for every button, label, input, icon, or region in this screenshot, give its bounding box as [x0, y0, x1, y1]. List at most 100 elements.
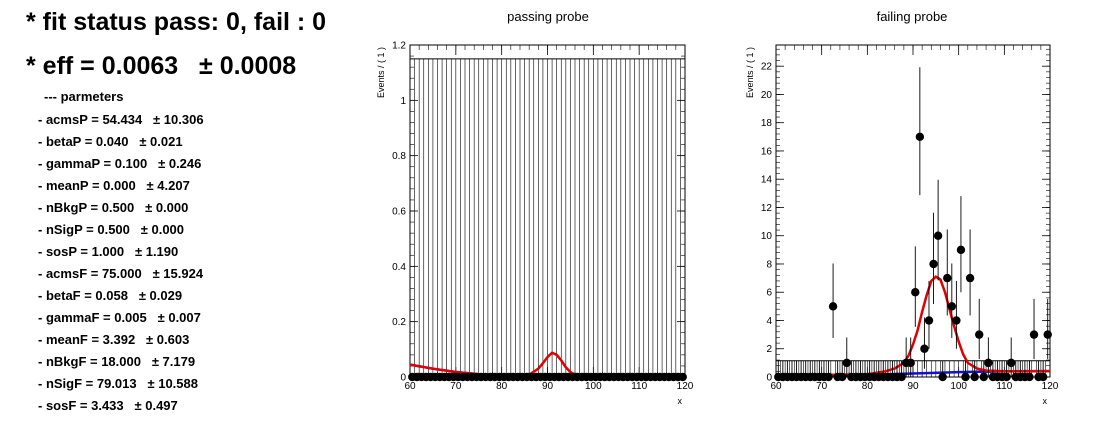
- y-tick-label: 0: [400, 373, 406, 384]
- parameter-error: ± 0.021: [139, 134, 183, 149]
- fit-summary-panel: * fit status pass: 0, fail : 0 * eff = 0…: [0, 0, 372, 422]
- y-tick-label: 8: [766, 259, 772, 270]
- parameter-row: - meanF = 3.392 ± 0.603: [38, 332, 189, 347]
- y-tick-label: 0.6: [392, 207, 406, 218]
- x-tick-label: 80: [862, 381, 874, 392]
- parameter-row: - gammaF = 0.005 ± 0.007: [38, 310, 201, 325]
- parameter-value: - gammaF = 0.005: [38, 310, 147, 325]
- data-point: [911, 246, 920, 327]
- parameter-value: - nBkgP = 0.500: [38, 200, 135, 215]
- data-point: [984, 337, 993, 377]
- parameter-error: ± 15.924: [152, 266, 204, 281]
- y-axis-label: Events / ( 1 ): [376, 47, 386, 98]
- x-tick-label: 80: [496, 381, 508, 392]
- data-point: [970, 360, 979, 382]
- data-point: [906, 337, 915, 377]
- parameter-row: - acmsP = 54.434 ± 10.306: [38, 112, 204, 127]
- x-tick-label: 60: [770, 381, 782, 392]
- data-point: [947, 263, 957, 338]
- data-point: [1043, 298, 1052, 360]
- x-tick-label: 90: [542, 381, 554, 392]
- x-tick-label: 120: [677, 381, 694, 392]
- x-tick-label: 90: [907, 381, 919, 392]
- data-point: [979, 360, 988, 382]
- parameter-row: - betaF = 0.058 ± 0.029: [38, 288, 182, 303]
- parameter-value: - gammaP = 0.100: [38, 156, 148, 171]
- parameter-error: ± 7.179: [151, 354, 196, 369]
- parameter-value: - meanP = 0.000: [38, 178, 136, 193]
- data-point: [920, 317, 929, 369]
- parameter-value: - betaP = 0.040: [38, 134, 129, 149]
- data-point: [961, 360, 970, 382]
- x-tick-label: 70: [816, 381, 828, 392]
- parameters-header: --- parmeters: [44, 89, 124, 104]
- parameter-row: - sosF = 3.433 ± 0.497: [38, 398, 178, 413]
- y-axis-label: Events / ( 1 ): [745, 47, 755, 98]
- y-tick-label: 20: [761, 90, 773, 101]
- parameter-error: ± 0.000: [145, 200, 189, 215]
- parameter-error: ± 0.000: [140, 222, 185, 237]
- data-point: [1006, 337, 1016, 377]
- data-point: [1002, 360, 1011, 382]
- y-tick-label: 4: [766, 316, 772, 327]
- parameter-row: - acmsF = 75.000 ± 15.924: [38, 266, 203, 281]
- data-point: [929, 212, 938, 304]
- efficiency-value: * eff = 0.0063: [26, 52, 179, 80]
- data-point: [965, 229, 975, 316]
- parameter-error: ± 10.588: [147, 376, 198, 391]
- passing-probe-plot: passing probe 0 0.2 0.4 0.6 0.8 1 1.2 60 70 80 90 10…: [376, 9, 694, 406]
- data-point: [842, 337, 851, 377]
- failing-probe-plot: failing probe 0 2 4 6 8 10 12 14 16 18 20 22 60 70 80 90…: [745, 9, 1059, 406]
- y-tick-label: 18: [761, 118, 773, 129]
- plot-title: passing probe: [507, 9, 589, 24]
- parameter-row: - meanP = 0.000 ± 4.207: [38, 178, 190, 193]
- y-tick-label: 12: [761, 203, 773, 214]
- y-tick-label: 0.2: [392, 317, 406, 328]
- plot-frame: [775, 44, 1051, 378]
- data-point: [938, 360, 947, 382]
- parameter-error: ± 0.603: [146, 332, 190, 347]
- parameter-error: ± 1.190: [134, 244, 179, 259]
- x-tick-label: 100: [950, 381, 967, 392]
- parameter-row: - nSigF = 79.013 ± 10.588: [38, 376, 198, 391]
- parameter-value: - meanF = 3.392: [38, 332, 136, 347]
- data-point: [956, 196, 966, 293]
- parameter-row: - betaP = 0.040 ± 0.021: [38, 134, 183, 149]
- data-point: [838, 360, 847, 382]
- y-tick-label: 2: [766, 344, 772, 355]
- x-tick-label: 100: [585, 381, 602, 392]
- y-tick-label: 0: [766, 373, 772, 384]
- parameter-row: - nBkgF = 18.000 ± 7.179: [38, 354, 195, 369]
- data-point: [901, 337, 911, 377]
- parameter-value: - nSigF = 79.013: [38, 376, 137, 391]
- x-tick-label: 60: [404, 381, 416, 392]
- parameter-value: - acmsP = 54.434: [38, 112, 143, 127]
- data-point: [952, 280, 961, 349]
- parameter-row: - nBkgP = 0.500 ± 0.000: [38, 200, 188, 215]
- parameter-value: - sosP = 1.000: [38, 244, 125, 259]
- y-tick-label: 0.8: [392, 151, 406, 162]
- fit-status-text: * fit status pass: 0, fail : 0: [26, 8, 327, 36]
- data-point: [915, 67, 925, 196]
- y-tick-label: 16: [761, 146, 773, 157]
- parameter-value: - betaF = 0.058: [38, 288, 128, 303]
- parameter-value: - nSigP = 0.500: [38, 222, 130, 237]
- parameter-error: ± 0.246: [158, 156, 202, 171]
- parameter-row: - gammaP = 0.100 ± 0.246: [38, 156, 201, 171]
- parameter-row: - sosP = 1.000 ± 1.190: [38, 244, 178, 259]
- data-point: [824, 360, 833, 382]
- y-tick-label: 10: [761, 231, 773, 242]
- parameter-error: ± 4.207: [146, 178, 190, 193]
- parameter-error: ± 0.007: [157, 310, 201, 325]
- parameter-error: ± 0.497: [134, 398, 178, 413]
- data-point: [1038, 360, 1048, 382]
- data-point: [975, 298, 984, 360]
- y-tick-label: 1.2: [392, 41, 406, 52]
- data-point: [828, 263, 838, 338]
- parameter-value: - sosF = 3.433: [38, 398, 124, 413]
- y-tick-label: 1: [400, 96, 406, 107]
- plot-title: failing probe: [877, 9, 948, 24]
- total-fit-curve: [775, 275, 1051, 377]
- data-point: [1029, 298, 1039, 360]
